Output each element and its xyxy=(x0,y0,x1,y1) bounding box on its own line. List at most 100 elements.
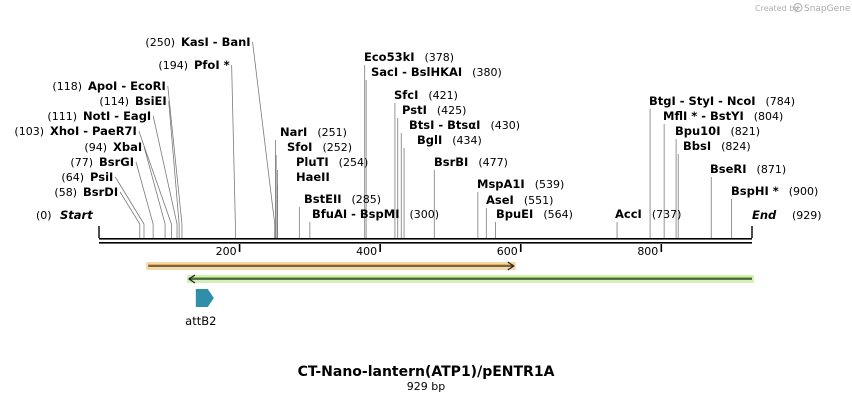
green-feature-bar[interactable] xyxy=(186,274,754,284)
site-connector xyxy=(231,64,236,238)
attB2-arrow-icon xyxy=(195,289,214,307)
site-connector xyxy=(252,41,276,238)
site-saci-bslhkai[interactable]: SacI - BslHKAI (380) xyxy=(371,65,502,79)
site-name: BfuAI - BspMI xyxy=(312,207,399,221)
attB2[interactable]: attB2 xyxy=(185,289,216,328)
site-connector xyxy=(168,100,180,238)
site-btsi-bts-i[interactable]: BtsI - BtsαI (430) xyxy=(409,118,520,132)
site-position: (421) xyxy=(428,89,458,102)
site-position: (434) xyxy=(452,134,482,147)
site-apoi-ecori[interactable]: ApoI - EcoRI (118) xyxy=(52,79,165,93)
site-position: (111) xyxy=(47,110,77,123)
site-noti-eagi[interactable]: NotI - EagI (111) xyxy=(47,109,151,123)
site-pluti[interactable]: PluTI (254) xyxy=(296,155,368,169)
site-connector xyxy=(114,176,145,238)
site-name: ApoI - EcoRI xyxy=(88,79,166,93)
site-name: AseI xyxy=(486,193,514,207)
site-position: (564) xyxy=(543,208,573,221)
site-haeii[interactable]: HaeII xyxy=(296,170,330,184)
site-bsrbi[interactable]: BsrBI (477) xyxy=(434,155,508,169)
site-name: MspA1I xyxy=(477,177,525,191)
site-position: (551) xyxy=(524,194,554,207)
site-position: (58) xyxy=(54,186,77,199)
site-bsiei[interactable]: BsiEI (114) xyxy=(99,94,166,108)
site-end[interactable]: End (929) xyxy=(752,208,822,222)
map-length: 929 bp xyxy=(407,380,445,393)
site-position: (784) xyxy=(766,95,796,108)
site-bgli[interactable]: BglI (434) xyxy=(417,133,482,147)
site-position: (103) xyxy=(14,125,44,138)
site-name: XbaI xyxy=(113,140,142,154)
site-start[interactable]: Start (0) xyxy=(36,208,93,222)
site-name: SacI - BslHKAI xyxy=(371,65,462,79)
site-name: HaeII xyxy=(296,170,330,184)
site-connector xyxy=(135,161,154,238)
site-name: PfoI * xyxy=(194,58,230,72)
site-connectors xyxy=(98,41,753,238)
site-position: (737) xyxy=(652,208,682,221)
site-name: AccI xyxy=(615,207,642,221)
site-name: BpuEI xyxy=(496,207,533,221)
site-sfoi[interactable]: SfoI (252) xyxy=(287,140,352,154)
orange-feature-bar[interactable] xyxy=(146,261,516,271)
site-name: BsiEI xyxy=(135,94,167,108)
site-eco53ki[interactable]: Eco53kI (378) xyxy=(364,50,454,64)
site-position: (114) xyxy=(99,95,129,108)
site-name: NotI - EagI xyxy=(83,109,151,123)
site-acci[interactable]: AccI (737) xyxy=(615,207,681,221)
site-pfoi[interactable]: PfoI * (194) xyxy=(158,58,229,72)
site-mspa1i[interactable]: MspA1I (539) xyxy=(477,177,564,191)
site-bpuei[interactable]: BpuEI (564) xyxy=(496,207,573,221)
created-by-text: Created by xyxy=(755,4,799,13)
site-bbsi[interactable]: BbsI (824) xyxy=(683,139,751,153)
feature-arrowhead-icon xyxy=(187,274,196,284)
site-xhoi-paer7i[interactable]: XhoI - PaeR7I (103) xyxy=(14,124,136,138)
site-name: BglI xyxy=(417,133,442,147)
site-name: End xyxy=(752,208,777,222)
site-name: BtsI - BtsαI xyxy=(409,118,480,132)
site-bpu10i[interactable]: Bpu10I (821) xyxy=(675,124,760,138)
site-position: (425) xyxy=(437,104,467,117)
site-bfuai-bspmi[interactable]: BfuAI - BspMI (300) xyxy=(312,207,439,221)
site-position: (250) xyxy=(145,36,175,49)
site-sfci[interactable]: SfcI (421) xyxy=(394,88,458,102)
site-nari[interactable]: NarI (251) xyxy=(280,125,347,139)
site-name: BtgI - StyI - NcoI xyxy=(649,94,756,108)
site-name: BsrGI xyxy=(99,155,134,169)
site-name: BsrDI xyxy=(83,185,118,199)
site-name: MflI * - BstYI xyxy=(663,109,744,123)
site-name: SfcI xyxy=(394,88,418,102)
site-bsphi[interactable]: BspHI * (900) xyxy=(731,184,818,198)
site-position: (254) xyxy=(339,156,369,169)
site-position: (118) xyxy=(52,80,82,93)
site-psii[interactable]: PsiI (64) xyxy=(61,170,113,184)
site-btgi-styi-ncoi[interactable]: BtgI - StyI - NcoI (784) xyxy=(649,94,795,108)
site-mfli-bstyi[interactable]: MflI * - BstYI (804) xyxy=(663,109,783,123)
site-kasi-bani[interactable]: KasI - BanI (250) xyxy=(145,35,250,49)
feature-track: attB2 xyxy=(146,261,754,328)
site-name: PstI xyxy=(402,103,427,117)
site-position: (824) xyxy=(721,140,751,153)
site-connector xyxy=(167,85,183,238)
site-bseri[interactable]: BseRI (871) xyxy=(710,162,786,176)
site-bsteii[interactable]: BstEII (285) xyxy=(304,192,381,206)
site-position: (0) xyxy=(36,209,52,222)
backbone xyxy=(99,238,752,244)
site-name: Start xyxy=(60,208,93,222)
ruler-tick-label: 400 xyxy=(356,245,377,258)
site-name: BsrBI xyxy=(434,155,468,169)
site-position: (804) xyxy=(754,110,784,123)
brand-name: SnapGene xyxy=(804,4,851,14)
site-bsrdi[interactable]: BsrDI (58) xyxy=(54,185,118,199)
site-name: BspHI * xyxy=(731,184,779,198)
site-bsrgi[interactable]: BsrGI (77) xyxy=(70,155,134,169)
site-asei[interactable]: AseI (551) xyxy=(486,193,553,207)
site-xbai[interactable]: XbaI (94) xyxy=(84,140,142,154)
site-position: (77) xyxy=(70,156,93,169)
site-psti[interactable]: PstI (425) xyxy=(402,103,466,117)
attB2-label: attB2 xyxy=(185,314,216,328)
map-title: CT-Nano-lantern(ATP1)/pENTR1A xyxy=(298,364,555,380)
site-position: (252) xyxy=(322,141,352,154)
site-position: (871) xyxy=(757,163,787,176)
site-position: (900) xyxy=(789,185,819,198)
